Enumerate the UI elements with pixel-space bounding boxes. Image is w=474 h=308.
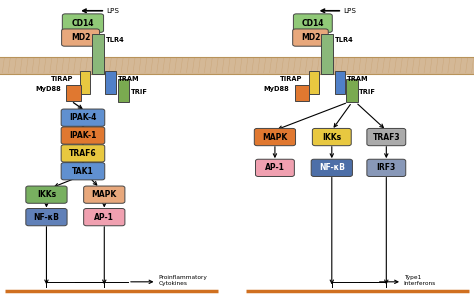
Text: TAK1: TAK1 — [72, 167, 94, 176]
Text: MD2: MD2 — [301, 33, 320, 42]
FancyBboxPatch shape — [254, 128, 296, 146]
Text: AP-1: AP-1 — [265, 163, 285, 172]
Text: TLR4: TLR4 — [106, 37, 125, 43]
Text: TIRAP: TIRAP — [280, 75, 302, 82]
FancyBboxPatch shape — [293, 14, 332, 32]
Text: CD14: CD14 — [301, 18, 324, 28]
Text: MyD88: MyD88 — [264, 86, 289, 92]
Text: LPS: LPS — [107, 8, 119, 14]
Bar — [80, 71, 90, 94]
Bar — [335, 71, 345, 94]
Text: TLR4: TLR4 — [335, 37, 354, 43]
Text: MyD88: MyD88 — [35, 86, 61, 92]
Text: IKKs: IKKs — [322, 132, 341, 142]
Bar — [0, 57, 474, 74]
FancyBboxPatch shape — [367, 159, 406, 176]
FancyBboxPatch shape — [83, 186, 125, 203]
FancyBboxPatch shape — [61, 127, 105, 144]
Text: AP-1: AP-1 — [94, 213, 114, 222]
Text: IPAK-4: IPAK-4 — [69, 113, 97, 122]
Text: TIRAP: TIRAP — [51, 75, 73, 82]
Text: TRAF3: TRAF3 — [373, 132, 400, 142]
FancyBboxPatch shape — [312, 128, 351, 146]
FancyBboxPatch shape — [26, 186, 67, 203]
FancyBboxPatch shape — [83, 209, 125, 226]
Bar — [105, 71, 116, 94]
FancyBboxPatch shape — [255, 159, 294, 176]
Text: MD2: MD2 — [71, 33, 90, 42]
Bar — [321, 34, 333, 74]
Text: TRIF: TRIF — [359, 89, 376, 95]
Bar — [346, 79, 358, 102]
FancyBboxPatch shape — [62, 14, 103, 32]
Text: TRIF: TRIF — [131, 89, 148, 95]
Text: NF-κB: NF-κB — [34, 213, 59, 222]
FancyBboxPatch shape — [26, 209, 67, 226]
Bar — [295, 85, 309, 101]
Text: MAPK: MAPK — [262, 132, 288, 142]
FancyBboxPatch shape — [62, 29, 100, 46]
FancyBboxPatch shape — [61, 145, 105, 162]
Text: IKKs: IKKs — [37, 190, 56, 199]
FancyBboxPatch shape — [311, 159, 352, 176]
Text: LPS: LPS — [344, 8, 356, 14]
Text: TRAF6: TRAF6 — [69, 149, 97, 158]
FancyBboxPatch shape — [61, 163, 105, 180]
FancyBboxPatch shape — [367, 128, 406, 146]
Text: TRAM: TRAM — [346, 75, 368, 82]
Text: MAPK: MAPK — [91, 190, 117, 199]
Text: Type1
Interferons: Type1 Interferons — [404, 275, 436, 286]
Text: Proinflammatory
Cytokines: Proinflammatory Cytokines — [159, 275, 208, 286]
Text: NF-κB: NF-κB — [319, 163, 345, 172]
Bar — [309, 71, 319, 94]
FancyBboxPatch shape — [293, 29, 328, 46]
Text: IRF3: IRF3 — [377, 163, 396, 172]
Text: CD14: CD14 — [72, 18, 94, 28]
FancyBboxPatch shape — [61, 109, 105, 126]
Text: TRAM: TRAM — [118, 75, 139, 82]
Bar — [66, 85, 81, 101]
Text: IPAK-1: IPAK-1 — [69, 131, 97, 140]
Bar — [118, 79, 129, 102]
Bar — [92, 34, 104, 74]
